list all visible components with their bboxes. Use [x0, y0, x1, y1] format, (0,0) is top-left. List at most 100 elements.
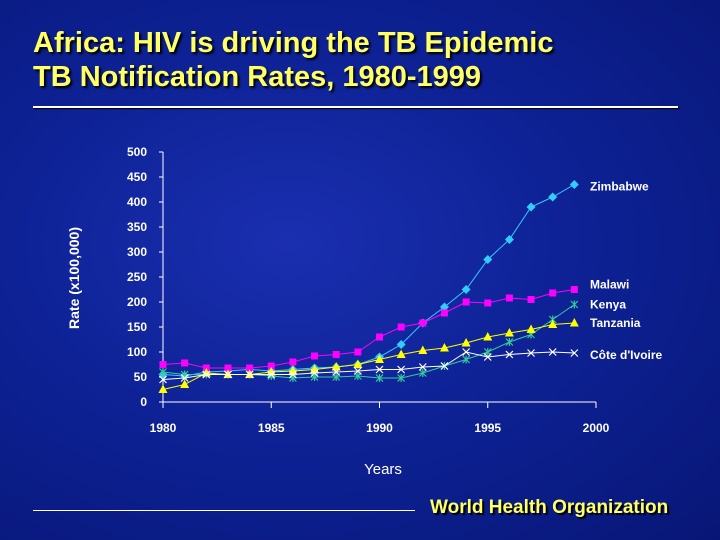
y-tick-label: 250: [127, 270, 147, 284]
data-point: [505, 338, 514, 346]
data-point: [569, 180, 579, 189]
data-point: [266, 367, 276, 376]
data-point-stroke: [310, 369, 319, 377]
data-point: [396, 340, 406, 349]
data-point: [159, 361, 167, 368]
data-point: [570, 300, 579, 309]
x-tick-label: 2000: [583, 421, 610, 435]
series-labels: Zimbabwe Malawi Kenya Tanzania Côte d'Ivoire: [590, 180, 663, 363]
series-zimbabwe: [158, 180, 579, 381]
series-label: Kenya: [590, 298, 626, 312]
y-tick-label: 350: [127, 220, 147, 234]
title-line-1: Africa: HIV is driving the TB Epidemic: [33, 27, 554, 59]
data-point-stroke: [483, 353, 492, 361]
data-point: [549, 289, 557, 297]
slide-title: Africa: HIV is driving the TB Epidemic T…: [33, 26, 554, 94]
data-point: [353, 359, 363, 368]
data-point-stroke: [548, 348, 557, 356]
data-point: [570, 286, 578, 293]
data-point: [375, 354, 384, 363]
y-tick-label: 0: [140, 395, 147, 409]
y-tick-label: 100: [127, 345, 147, 359]
data-point: [376, 333, 383, 341]
data-point: [396, 349, 406, 358]
data-point-stroke: [570, 349, 579, 357]
data-point: [461, 338, 471, 347]
data-point-stroke: [332, 368, 341, 376]
title-line-2: TB Notification Rates, 1980-1999: [33, 61, 482, 93]
data-point: [439, 343, 449, 352]
series-label: Malawi: [590, 278, 629, 292]
data-point: [504, 235, 514, 244]
series-line: [162, 184, 575, 377]
data-point: [159, 375, 167, 384]
data-point: [483, 353, 492, 361]
data-point-stroke: [159, 375, 167, 384]
y-tick-label: 200: [127, 295, 147, 309]
series-line: [162, 289, 575, 369]
data-point: [375, 374, 384, 382]
data-point: [180, 374, 189, 382]
data-point: [505, 350, 514, 359]
data-point: [397, 323, 405, 331]
footer-divider: [33, 510, 415, 511]
data-point: [526, 202, 536, 212]
series-line: [162, 322, 575, 390]
data-point-stroke: [418, 363, 427, 371]
data-point: [483, 332, 493, 341]
data-point: [462, 355, 471, 364]
series-label: Zimbabwe: [590, 180, 649, 194]
data-point-stroke: [375, 365, 384, 374]
data-point: [418, 363, 427, 371]
series-malawi: [159, 286, 578, 372]
data-point: [332, 368, 341, 376]
data-point: [353, 367, 362, 375]
y-tick-label: 500: [127, 145, 147, 159]
data-point: [461, 285, 471, 294]
y-tick-label: 400: [127, 195, 147, 209]
y-tick-label: 300: [127, 245, 147, 259]
series-tanzania: [158, 318, 579, 393]
x-tick-label: 1980: [150, 421, 177, 435]
data-point-stroke: [245, 370, 254, 379]
data-point: [418, 345, 428, 354]
data-point-stroke: [462, 348, 471, 356]
data-point: [354, 348, 362, 356]
chart-series: [158, 180, 579, 393]
data-point: [527, 296, 535, 303]
series-line: [162, 351, 575, 380]
y-tick-label: 150: [127, 320, 147, 334]
data-point: [526, 324, 536, 333]
data-point: [462, 348, 471, 356]
data-point: [440, 309, 448, 317]
series-label: Tanzania: [590, 316, 641, 330]
data-point: [484, 299, 492, 307]
data-point-stroke: [288, 370, 297, 379]
data-point: [505, 294, 513, 302]
data-point: [267, 362, 275, 370]
data-point: [224, 364, 232, 372]
data-point: [202, 370, 211, 379]
data-point: [504, 328, 514, 337]
chart-axes: 0 50 100 150 200 250 300 350 400 450 500 1980 1985 19…: [127, 145, 610, 435]
data-point: [288, 370, 297, 379]
x-tick-label: 1990: [366, 421, 393, 435]
title-divider: [33, 106, 678, 108]
data-point: [527, 349, 535, 357]
series-c-te-d-ivoire: [159, 348, 579, 384]
data-point: [439, 302, 449, 312]
data-point: [267, 370, 276, 379]
data-point: [332, 351, 340, 358]
data-point-stroke: [440, 362, 449, 370]
data-point: [397, 365, 406, 374]
data-point: [462, 298, 470, 306]
data-point-stroke: [353, 367, 362, 375]
footer-organization: World Health Organization: [430, 497, 669, 518]
data-point-stroke: [180, 374, 189, 382]
x-axis-label: Years: [364, 461, 402, 478]
data-point: [224, 370, 232, 379]
data-point-stroke: [224, 370, 232, 379]
data-point: [375, 365, 384, 374]
data-point: [569, 318, 579, 327]
